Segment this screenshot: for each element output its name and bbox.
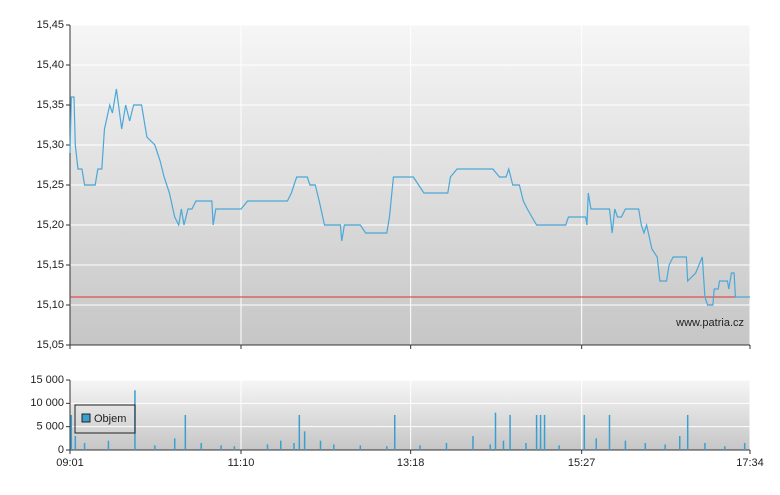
legend-box bbox=[74, 404, 136, 434]
volume-bar bbox=[233, 446, 236, 450]
y-tick-label: 5 000 bbox=[36, 421, 64, 433]
volume-bar bbox=[303, 431, 306, 450]
legend-label: Objem bbox=[94, 413, 126, 425]
volume-bar bbox=[525, 443, 527, 450]
volume-bar bbox=[472, 436, 474, 450]
volume-bar bbox=[558, 445, 560, 450]
y-tick-label: 15,10 bbox=[36, 299, 64, 311]
volume-bar bbox=[595, 438, 597, 450]
volume-bar bbox=[293, 443, 295, 450]
y-tick-label: 15,20 bbox=[36, 219, 64, 231]
volume-bar bbox=[107, 440, 110, 450]
plot-area bbox=[70, 380, 750, 450]
y-tick-label: 15,15 bbox=[36, 259, 64, 271]
volume-bar bbox=[419, 445, 421, 450]
volume-bar bbox=[333, 444, 335, 450]
volume-bar bbox=[535, 415, 538, 450]
volume-bar bbox=[644, 443, 647, 450]
volume-bar bbox=[184, 415, 187, 450]
x-tick-label: 13:18 bbox=[397, 457, 425, 469]
legend-swatch bbox=[81, 413, 91, 423]
volume-bar bbox=[509, 415, 511, 450]
x-tick-label: 17:34 bbox=[736, 457, 764, 469]
y-tick-label: 15,45 bbox=[36, 19, 64, 31]
volume-bar bbox=[173, 438, 176, 450]
y-tick-label: 15,25 bbox=[36, 179, 64, 191]
y-tick-label: 15 000 bbox=[30, 374, 64, 386]
volume-bar bbox=[359, 445, 362, 450]
volume-bar bbox=[704, 443, 706, 450]
volume-bar bbox=[678, 436, 681, 450]
volume-bar bbox=[664, 444, 666, 450]
volume-bar bbox=[220, 445, 222, 450]
volume-bar bbox=[502, 440, 505, 450]
volume-bar bbox=[494, 412, 497, 450]
volume-bar bbox=[583, 415, 586, 450]
volume-bar bbox=[543, 415, 546, 450]
volume-bar bbox=[319, 440, 322, 450]
y-tick-label: 0 bbox=[58, 444, 64, 456]
y-tick-label: 10 000 bbox=[30, 397, 64, 409]
x-tick-label: 11:10 bbox=[228, 457, 255, 469]
volume-bar bbox=[394, 415, 396, 450]
y-tick-label: 15,05 bbox=[36, 339, 64, 351]
annotation: www.patria.cz bbox=[675, 317, 744, 329]
volume-bar bbox=[686, 415, 689, 450]
price-line bbox=[69, 88, 750, 306]
volume-bar bbox=[386, 446, 388, 450]
volume-bar bbox=[608, 415, 611, 450]
volume-bar bbox=[74, 436, 77, 450]
x-tick-label: 15:27 bbox=[568, 457, 596, 469]
volume-bar bbox=[298, 415, 301, 450]
volume-bar bbox=[724, 446, 726, 450]
volume-bar bbox=[83, 443, 86, 450]
y-tick-label: 15,40 bbox=[36, 59, 64, 71]
y-tick-label: 15,35 bbox=[36, 99, 64, 111]
x-tick-label: 09:01 bbox=[56, 457, 84, 469]
volume-bar bbox=[200, 443, 202, 450]
volume-bar bbox=[445, 443, 448, 450]
y-tick-label: 15,30 bbox=[36, 139, 64, 151]
volume-bar bbox=[539, 415, 542, 450]
volume-bar bbox=[743, 443, 746, 450]
volume-bar bbox=[266, 444, 269, 450]
volume-bar bbox=[280, 440, 282, 450]
volume-bar bbox=[70, 415, 73, 450]
volume-bar bbox=[489, 444, 491, 450]
volume-bar bbox=[624, 440, 627, 450]
volume-bar bbox=[154, 445, 156, 450]
